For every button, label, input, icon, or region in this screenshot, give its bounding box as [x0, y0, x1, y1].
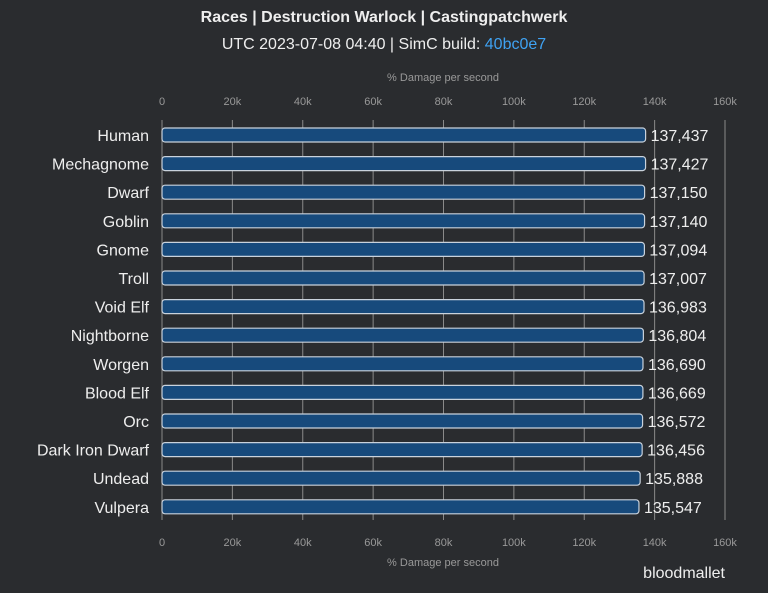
bar-nightborne [161, 327, 644, 343]
chart-subtitle: UTC 2023-07-08 04:40 | SimC build: 40bc0… [0, 36, 768, 54]
bar-blood-elf [161, 384, 644, 400]
category-label: Void Elf [95, 300, 150, 317]
bar-undead [161, 470, 641, 486]
x-tick-label-bottom: 100k [502, 537, 526, 549]
x-axis-title-top: % Damage per second [387, 72, 499, 84]
x-tick-label-top: 100k [502, 96, 526, 108]
value-label: 137,150 [650, 185, 708, 202]
x-tick-label-bottom: 80k [435, 537, 453, 549]
x-tick-label-bottom: 20k [224, 537, 242, 549]
value-label: 137,427 [651, 157, 709, 174]
credit-label: bloodmallet [643, 565, 725, 582]
value-label: 137,007 [649, 271, 707, 288]
value-label: 136,983 [649, 300, 707, 317]
x-axis-title-bottom: % Damage per second [387, 557, 499, 569]
category-label: Dark Iron Dwarf [37, 443, 150, 460]
subtitle-text: UTC 2023-07-08 04:40 | SimC build: [221, 36, 485, 53]
x-tick-label-bottom: 140k [643, 537, 667, 549]
category-label: Dwarf [107, 185, 149, 202]
value-label: 136,572 [648, 414, 706, 431]
x-tick-label-top: 20k [224, 96, 242, 108]
bar-gnome [161, 241, 645, 257]
bar-mechagnome [161, 156, 647, 172]
value-label: 136,456 [647, 443, 705, 460]
value-label: 137,094 [649, 242, 707, 259]
category-label: Vulpera [94, 500, 149, 517]
bar-void-elf [161, 299, 645, 315]
chart-title: Races | Destruction Warlock | Castingpat… [200, 9, 568, 26]
value-label: 137,140 [650, 214, 708, 231]
category-label: Orc [123, 414, 149, 431]
simc-build-link[interactable]: 40bc0e7 [484, 36, 547, 53]
x-tick-label-top: 80k [435, 96, 453, 108]
value-label: 136,669 [648, 385, 706, 402]
category-label: Worgen [93, 357, 149, 374]
bar-human [161, 127, 647, 143]
value-label: 135,888 [645, 471, 703, 488]
category-label: Mechagnome [52, 157, 149, 174]
x-tick-label-top: 140k [643, 96, 667, 108]
bar-orc [161, 413, 644, 429]
x-tick-label-bottom: 160k [713, 537, 737, 549]
x-tick-label-bottom: 40k [294, 537, 312, 549]
x-tick-label-bottom: 0 [159, 537, 165, 549]
bar-dwarf [161, 184, 646, 200]
x-tick-label-top: 60k [364, 96, 382, 108]
category-label: Goblin [103, 214, 149, 231]
bar-goblin [161, 213, 646, 229]
value-label: 136,690 [648, 357, 706, 374]
value-label: 137,437 [651, 128, 709, 145]
x-tick-label-top: 0 [159, 96, 165, 108]
x-tick-label-bottom: 120k [572, 537, 596, 549]
category-label: Undead [93, 471, 149, 488]
bar-dark-iron-dwarf [161, 442, 643, 458]
x-tick-label-bottom: 60k [364, 537, 382, 549]
x-tick-label-top: 120k [572, 96, 596, 108]
bar-worgen [161, 356, 644, 372]
category-label: Troll [118, 271, 149, 288]
bar-vulpera [161, 499, 640, 515]
category-label: Blood Elf [85, 385, 150, 402]
x-tick-label-top: 40k [294, 96, 312, 108]
value-label: 135,547 [644, 500, 702, 517]
category-label: Human [97, 128, 149, 145]
bar-troll [161, 270, 645, 286]
category-label: Gnome [97, 242, 150, 259]
value-label: 136,804 [648, 328, 706, 345]
category-label: Nightborne [71, 328, 149, 345]
x-tick-label-top: 160k [713, 96, 737, 108]
